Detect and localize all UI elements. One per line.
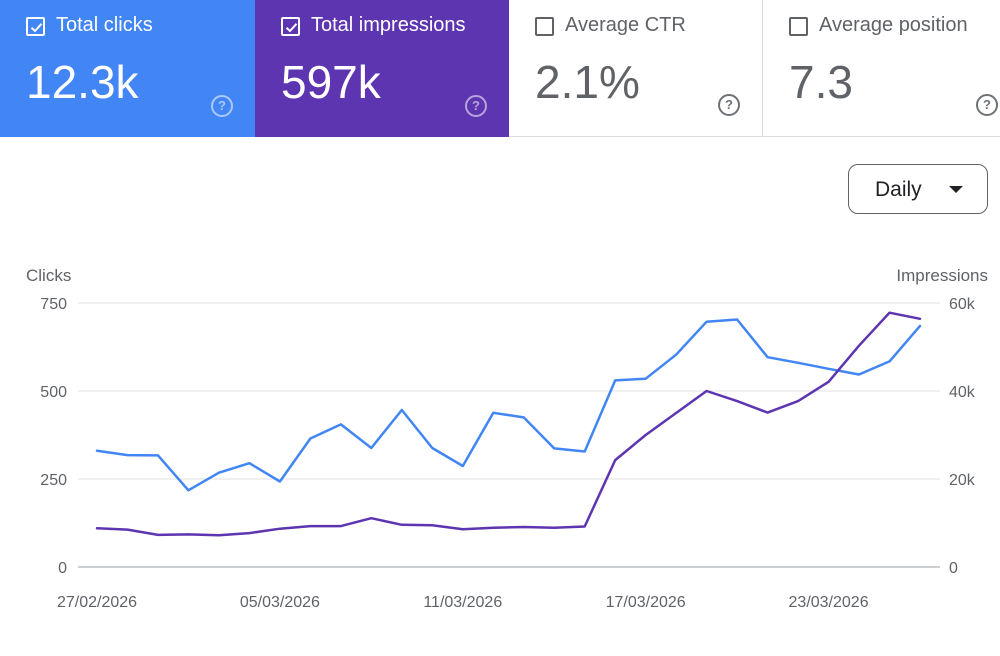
granularity-selected: Daily: [875, 178, 922, 201]
checkbox-total-impressions[interactable]: [281, 17, 300, 36]
metric-cards: Total clicks 12.3k ? Total impressions 5…: [0, 0, 1000, 137]
x-tick-label: 17/03/2026: [606, 594, 686, 611]
metric-value: 597k: [281, 56, 381, 108]
checkmark-icon: [30, 23, 43, 33]
help-icon[interactable]: ?: [976, 94, 998, 116]
metric-label: Total impressions: [311, 14, 466, 36]
caret-down-icon: [949, 186, 963, 193]
x-tick-label: 05/03/2026: [240, 594, 320, 611]
left-tick-label: 500: [40, 384, 67, 401]
x-tick-label: 27/02/2026: [57, 594, 137, 611]
x-tick-label: 11/03/2026: [423, 594, 502, 611]
metric-card-total-clicks[interactable]: Total clicks 12.3k ?: [0, 0, 255, 137]
checkmark-icon: [285, 23, 298, 33]
left-tick-label: 750: [40, 296, 67, 313]
checkbox-total-clicks[interactable]: [26, 17, 45, 36]
granularity-dropdown[interactable]: Daily: [848, 164, 988, 214]
help-icon[interactable]: ?: [718, 94, 740, 116]
right-tick-label: 60k: [949, 296, 976, 313]
checkbox-average-ctr[interactable]: [535, 17, 554, 36]
series-line-total-clicks: [95, 318, 922, 492]
x-tick-label: 23/03/2026: [789, 594, 869, 611]
metric-label: Average position: [819, 14, 968, 36]
metric-card-average-ctr[interactable]: Average CTR 2.1% ?: [509, 0, 763, 137]
left-tick-label: 0: [58, 560, 67, 577]
help-icon[interactable]: ?: [211, 95, 233, 117]
help-icon[interactable]: ?: [465, 95, 487, 117]
right-tick-label: 40k: [949, 384, 976, 401]
right-axis-title: Impressions: [896, 266, 988, 285]
metric-card-average-position[interactable]: Average position 7.3 ?: [763, 0, 1000, 137]
metric-card-total-impressions[interactable]: Total impressions 597k ?: [255, 0, 509, 137]
checkbox-average-position[interactable]: [789, 17, 808, 36]
metric-value: 12.3k: [26, 56, 139, 108]
right-tick-label: 20k: [949, 472, 976, 489]
metric-value: 2.1%: [535, 56, 640, 108]
right-tick-label: 0: [949, 560, 958, 577]
metric-label: Total clicks: [56, 14, 153, 36]
left-tick-label: 250: [40, 472, 67, 489]
series-line-total-impressions: [95, 311, 922, 537]
left-axis-title: Clicks: [26, 266, 72, 285]
metric-value: 7.3: [789, 56, 853, 108]
metric-label: Average CTR: [565, 14, 686, 36]
